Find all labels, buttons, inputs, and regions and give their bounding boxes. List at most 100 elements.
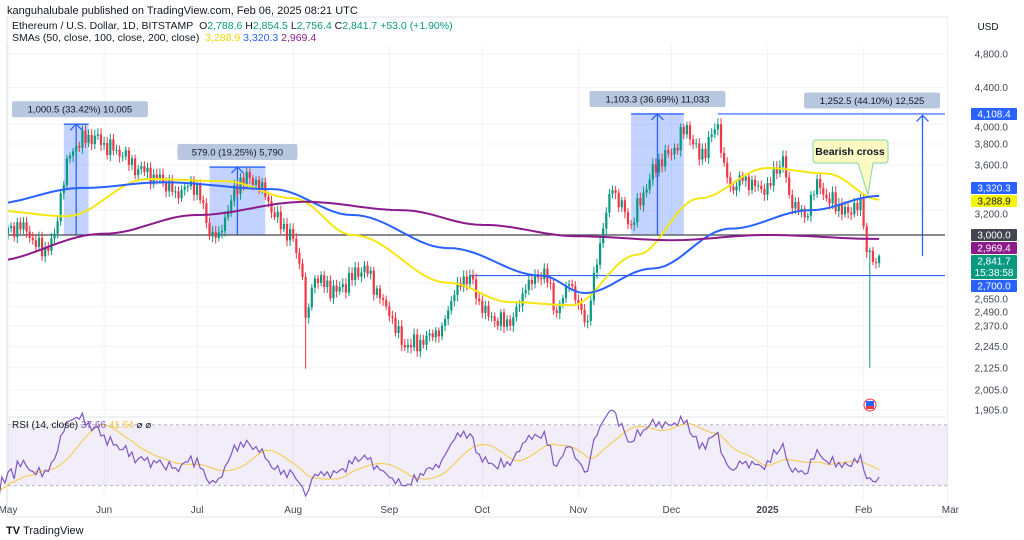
measure-label-bg: [177, 144, 298, 161]
candle-body: [549, 282, 552, 284]
candle-body: [502, 312, 506, 327]
candle-body: [825, 194, 828, 199]
measure-label-bg: [804, 92, 940, 109]
candle-body: [366, 265, 369, 274]
candle-body: [112, 139, 115, 151]
candle-body: [130, 158, 134, 165]
event-flag-icon[interactable]: [863, 398, 877, 412]
candle-body: [639, 198, 642, 206]
candle-body: [25, 222, 28, 232]
candle-body: [645, 189, 648, 193]
candle-body: [834, 192, 837, 212]
sma-line-sma200: [8, 200, 880, 261]
candle-body: [667, 150, 670, 154]
change-value: +53.0 (+1.90%): [380, 20, 453, 32]
candle-body: [394, 317, 397, 333]
candle-body: [124, 150, 127, 157]
candle-body: [44, 247, 47, 257]
candle-body: [28, 231, 31, 238]
candle-body: [878, 255, 881, 264]
candle-body: [552, 283, 555, 311]
candle-body: [487, 305, 490, 317]
currency-label: USD: [977, 22, 998, 33]
price-tag-text: 2,700.0: [977, 282, 1011, 293]
y-tick-label: 4,000.0: [975, 122, 1009, 133]
candle-body: [96, 134, 99, 136]
rsi-pane: RSI (14, close) 37.66 41.54 ⌀ ⌀60.0041.5…: [0, 409, 1008, 498]
sma100-value: 3,320.3: [243, 32, 279, 44]
candle-body: [295, 238, 298, 253]
candle-body: [254, 179, 258, 185]
candle-body: [580, 303, 583, 310]
candle-body: [676, 147, 679, 151]
candle-body: [633, 222, 636, 225]
price-tag-text: 2,841.7: [977, 257, 1011, 268]
candle-body: [592, 272, 595, 301]
candle-body: [726, 162, 729, 178]
candle-body: [428, 333, 431, 336]
candle-body: [208, 222, 211, 237]
candle-body: [22, 222, 25, 230]
candle-body: [738, 175, 741, 187]
candle-body: [701, 148, 704, 160]
candle-body: [369, 270, 372, 274]
candle-body: [34, 240, 37, 247]
candle-body: [354, 267, 357, 281]
measure-label: 579.0 (19.25%) 5,790: [192, 148, 283, 159]
candle-body: [177, 191, 180, 199]
candle-body: [692, 139, 695, 145]
candle-body: [583, 309, 586, 323]
candle-body: [31, 237, 34, 241]
candle-body: [729, 177, 732, 187]
rsi-legend-part: RSI (14, close): [12, 420, 81, 431]
candle-body: [233, 185, 236, 201]
candle-body: [127, 150, 130, 165]
candle-body: [673, 147, 676, 155]
candle-body: [642, 192, 645, 206]
sma200-value: 2,969.4: [281, 32, 317, 44]
candle-body: [760, 185, 763, 190]
price-axis[interactable]: USD 4,800.0 4,400.0 4,108.4 4,000.0 3,800.0 3,…: [948, 17, 1024, 517]
candle-body: [537, 275, 540, 278]
candle-body: [403, 344, 406, 348]
candle-body: [323, 275, 326, 288]
candle-body: [741, 175, 744, 181]
symbol-name[interactable]: Ethereum / U.S. Dollar, 1D, BITSTAMP: [12, 20, 194, 32]
time-axis[interactable]: May Jun Jul Aug Sep Oct Nov Dec 2025 Feb Mar: [0, 505, 960, 516]
price-tag: [971, 107, 1017, 120]
candle-body: [819, 178, 822, 188]
candle-body: [248, 172, 251, 179]
candle-body: [409, 344, 413, 348]
candle-body: [763, 189, 766, 195]
candle-body: [16, 222, 19, 237]
candle-body: [723, 152, 726, 163]
candle-body: [785, 156, 788, 178]
tradingview-logo: TV: [6, 525, 21, 537]
candles: [8, 118, 881, 369]
candle-body: [744, 176, 747, 181]
candle-body: [223, 217, 227, 231]
price-tag-text: 3,000.0: [977, 231, 1011, 242]
y-tick-label: 2,005.0: [975, 386, 1009, 397]
candle-body: [481, 300, 484, 313]
candle-body: [831, 192, 834, 204]
high-value: 2,854.5: [252, 20, 288, 32]
candle-body: [47, 247, 50, 251]
candle-body: [847, 206, 850, 213]
rsi-ma-line: [0, 423, 880, 492]
sma-label[interactable]: SMAs (50, close, 100, close, 200, close): [12, 32, 200, 44]
candle-body: [199, 183, 202, 201]
candle-body: [320, 275, 323, 283]
candle-body: [227, 210, 230, 218]
tradingview-brand[interactable]: TV TradingView: [6, 525, 84, 537]
symbol-row: Ethereum / U.S. Dollar, 1D, BITSTAMP O2,…: [12, 20, 453, 32]
y-tick-label: 4,800.0: [975, 50, 1009, 61]
candle-body: [382, 298, 385, 300]
candle-body: [99, 134, 103, 145]
rsi-legend-part: 41.54: [109, 420, 137, 431]
x-tick-label: Jun: [96, 505, 112, 516]
candle-body: [806, 215, 809, 218]
candle-body: [121, 156, 124, 158]
candle-body: [115, 149, 118, 151]
